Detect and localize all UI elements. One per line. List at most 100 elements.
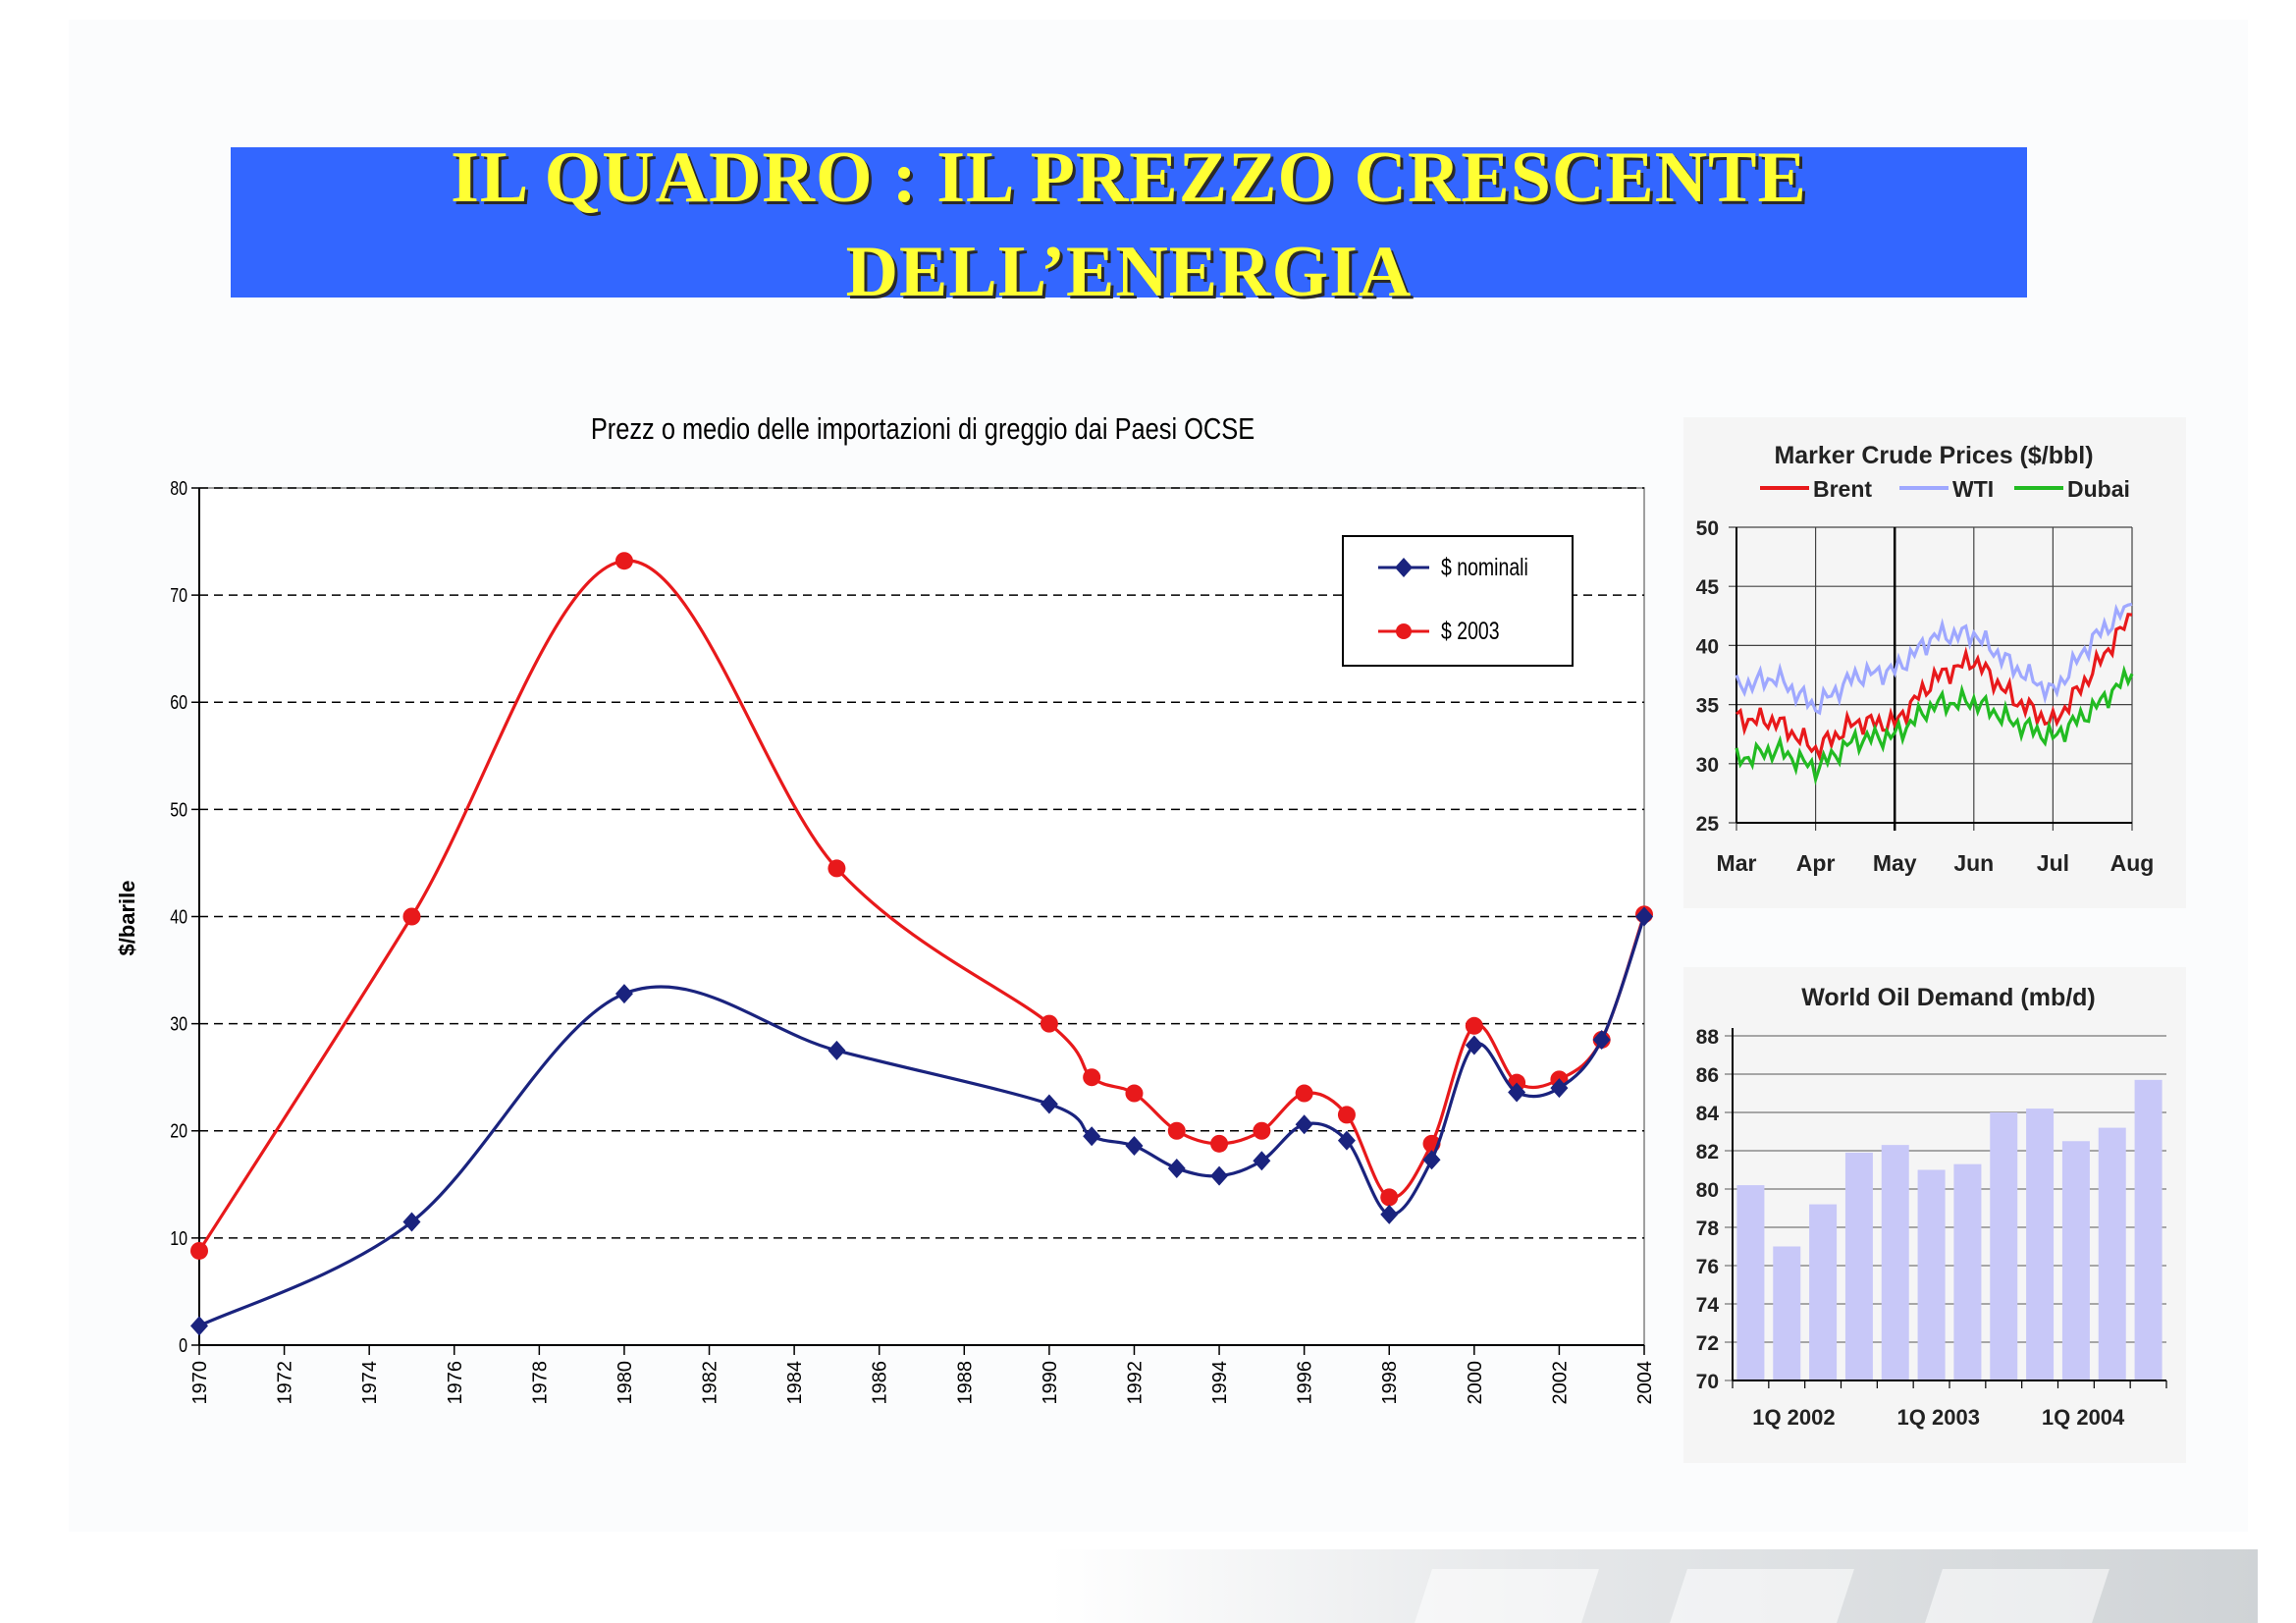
data-point	[1465, 1016, 1483, 1035]
data-point	[1040, 1014, 1058, 1033]
data-point	[190, 1241, 208, 1260]
demand-x-tick-label: 1Q 2003	[1897, 1405, 1980, 1430]
data-point	[1592, 1029, 1611, 1050]
demand-y-tick-label: 86	[1696, 1064, 1719, 1087]
y-tick-label: 30	[170, 1013, 187, 1035]
data-point	[1167, 1158, 1186, 1178]
x-tick-label: 2004	[1634, 1361, 1656, 1405]
x-tick-label: 2000	[1465, 1361, 1486, 1405]
demand-y-tick-label: 88	[1696, 1026, 1720, 1049]
crude-legend-label: Brent	[1813, 476, 1872, 502]
y-tick-label: 50	[170, 799, 187, 821]
data-point	[1210, 1134, 1229, 1153]
crude-y-tick-label: 25	[1696, 813, 1720, 836]
data-point	[1295, 1084, 1313, 1103]
data-point	[1253, 1151, 1271, 1171]
demand-bar	[1953, 1163, 1982, 1380]
x-tick-label: 1970	[189, 1361, 211, 1405]
legend-marker	[1396, 623, 1412, 639]
data-point	[1635, 906, 1653, 927]
chart-title: Prezz o medio delle importazioni di greg…	[591, 412, 1255, 447]
demand-bar	[2026, 1109, 2055, 1380]
crude-series-line	[1735, 602, 2133, 716]
crude-y-tick-label: 35	[1696, 695, 1720, 718]
data-point	[828, 1040, 846, 1060]
crude-title: Marker Crude Prices ($/bbl)	[1774, 442, 2093, 469]
demand-x-tick-label: 1Q 2002	[1752, 1405, 1835, 1430]
x-tick-label: 1976	[445, 1361, 466, 1405]
x-tick-label: 1988	[954, 1361, 976, 1405]
legend-label: $ 2003	[1441, 618, 1500, 645]
demand-bar	[2061, 1141, 2090, 1380]
x-tick-label: 1986	[870, 1361, 891, 1405]
crude-x-tick-label: Aug	[2110, 850, 2155, 876]
data-point	[1337, 1106, 1356, 1124]
x-tick-label: 1978	[529, 1361, 551, 1405]
x-tick-label: 1980	[614, 1361, 636, 1405]
x-tick-label: 1996	[1295, 1361, 1316, 1405]
crude-legend-label: WTI	[1952, 476, 1994, 502]
data-point	[402, 1212, 421, 1232]
demand-bar	[2098, 1127, 2126, 1380]
crude-series-line	[1735, 665, 2134, 786]
x-tick-label: 2002	[1549, 1361, 1571, 1405]
crude-y-tick-label: 45	[1696, 576, 1720, 599]
crude-x-tick-label: May	[1873, 850, 1917, 876]
data-point	[1210, 1165, 1229, 1186]
data-point	[1167, 1121, 1186, 1140]
demand-y-tick-label: 76	[1696, 1256, 1719, 1278]
y-tick-label: 80	[170, 477, 187, 499]
crude-y-tick-label: 30	[1696, 754, 1719, 777]
demand-y-tick-label: 82	[1696, 1141, 1719, 1163]
crude-y-tick-label: 40	[1696, 635, 1719, 658]
title-banner	[231, 147, 2027, 298]
crude-y-tick-label: 50	[1696, 517, 1719, 540]
data-point	[1465, 1035, 1483, 1055]
demand-bar	[1736, 1185, 1765, 1380]
data-point	[1083, 1126, 1101, 1147]
y-tick-label: 40	[170, 906, 187, 928]
crude-x-tick-label: Apr	[1796, 850, 1836, 876]
demand-title: World Oil Demand (mb/d)	[1801, 984, 2096, 1011]
demand-bar	[2134, 1079, 2163, 1380]
y-tick-label: 70	[170, 584, 187, 606]
slide-title-line-1: IL QUADRO : IL PREZZO CRESCENTE	[451, 137, 1807, 218]
y-tick-label: 60	[170, 692, 187, 714]
demand-bar	[1809, 1204, 1838, 1380]
x-tick-label: 1990	[1040, 1361, 1061, 1405]
crude-legend-label: Dubai	[2067, 476, 2130, 502]
data-point	[1040, 1094, 1058, 1114]
data-point	[1422, 1150, 1441, 1170]
data-point	[1380, 1204, 1399, 1224]
x-tick-label: 1984	[784, 1361, 806, 1405]
data-point	[1083, 1068, 1101, 1087]
x-tick-label: 1972	[275, 1361, 296, 1405]
y-tick-label: 0	[179, 1334, 187, 1356]
footer-decoration	[1050, 1549, 2258, 1623]
demand-y-tick-label: 80	[1696, 1179, 1719, 1202]
data-point	[1508, 1082, 1526, 1103]
x-tick-label: 1974	[359, 1361, 381, 1405]
demand-y-tick-label: 78	[1696, 1217, 1720, 1240]
data-point	[1253, 1121, 1271, 1140]
data-point	[828, 859, 846, 878]
data-point	[1125, 1136, 1144, 1157]
y-axis-label: $/barile	[115, 880, 139, 955]
demand-bar	[1917, 1169, 1946, 1380]
data-point	[402, 907, 421, 926]
legend-label: $ nominali	[1441, 554, 1528, 581]
demand-x-tick-label: 1Q 2004	[2042, 1405, 2125, 1430]
demand-bar	[1773, 1246, 1801, 1380]
x-tick-label: 1982	[700, 1361, 721, 1405]
x-tick-label: 1998	[1379, 1361, 1401, 1405]
demand-bar	[1844, 1152, 1873, 1380]
data-point	[1380, 1188, 1399, 1207]
legend-marker	[1395, 558, 1413, 577]
data-point	[1550, 1078, 1569, 1099]
demand-y-tick-label: 84	[1696, 1103, 1720, 1125]
slide-title-line-2: DELL’ENERGIA	[845, 232, 1413, 312]
y-tick-label: 20	[170, 1120, 187, 1142]
